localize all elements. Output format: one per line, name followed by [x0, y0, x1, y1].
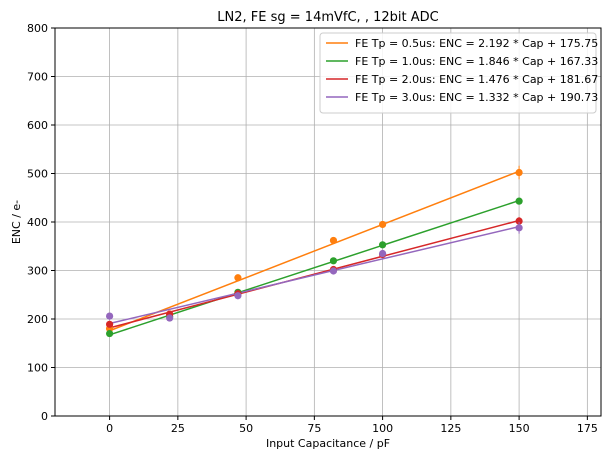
- y-tick-label-7: 700: [27, 71, 48, 84]
- data-point-series-2-point-0: [106, 320, 114, 328]
- x-tick-label-3: 75: [307, 422, 321, 435]
- y-tick-label-6: 600: [27, 119, 48, 132]
- data-point-series-1-point-3: [329, 257, 338, 265]
- legend-label-series-1: FE Tp = 1.0us: ENC = 1.846 * Cap + 167.3…: [355, 55, 598, 68]
- x-tick-label-1: 25: [171, 422, 185, 435]
- data-point-series-0-point-4: [379, 220, 387, 229]
- x-tick-label-6: 150: [509, 422, 530, 435]
- y-tick-label-1: 100: [27, 362, 48, 375]
- x-tick-label-4: 100: [372, 422, 393, 435]
- fit-line-series-2: [109, 219, 520, 329]
- y-tick-label-3: 300: [27, 265, 48, 278]
- y-axis-label: ENC / e-: [10, 200, 23, 244]
- legend: FE Tp = 0.5us: ENC = 2.192 * Cap + 175.7…: [319, 32, 598, 114]
- y-tick-label-8: 800: [27, 22, 48, 35]
- legend-label-series-0: FE Tp = 0.5us: ENC = 2.192 * Cap + 175.7…: [355, 37, 598, 50]
- fit-line-series-3: [109, 225, 520, 325]
- data-point-series-3-point-5: [515, 224, 523, 232]
- data-point-series-1-point-5: [515, 197, 523, 205]
- x-tick-label-5: 125: [440, 422, 461, 435]
- data-point-series-3-point-2: [234, 292, 242, 300]
- y-tick-label-0: 0: [41, 410, 48, 423]
- fit-line-series-0: [109, 170, 520, 332]
- axis-ticks: 0 25 50 75 100 125 150 175 0 100 200 300 400 500 600 70…: [27, 22, 598, 435]
- data-point-series-3-point-3: [329, 267, 338, 275]
- data-points: [106, 165, 523, 338]
- legend-box: [319, 32, 597, 114]
- data-point-series-3-point-0: [106, 312, 114, 320]
- chart-title: LN2, FE sg = 14mVfC, , 12bit ADC: [217, 10, 438, 25]
- data-point-series-2-point-5: [515, 217, 523, 225]
- legend-label-series-3: FE Tp = 3.0us: ENC = 1.332 * Cap + 190.7…: [355, 91, 598, 104]
- x-tick-label-7: 175: [577, 422, 598, 435]
- y-tick-label-2: 200: [27, 313, 48, 326]
- data-point-series-3-point-1: [166, 314, 174, 322]
- fit-line-series-1: [109, 199, 520, 336]
- x-axis-label: Input Capacitance / pF: [266, 437, 390, 450]
- data-point-series-0-point-5: [515, 168, 523, 177]
- x-tick-label-0: 0: [106, 422, 113, 435]
- y-tick-label-5: 500: [27, 168, 48, 181]
- x-tick-label-2: 50: [239, 422, 253, 435]
- data-point-series-1-point-0: [106, 329, 114, 338]
- y-tick-label-4: 400: [27, 216, 48, 229]
- data-point-series-0-point-3: [329, 236, 338, 245]
- data-point-series-1-point-4: [379, 241, 387, 249]
- legend-label-series-2: FE Tp = 2.0us: ENC = 1.476 * Cap + 181.6…: [355, 73, 598, 86]
- data-point-series-3-point-4: [379, 249, 387, 258]
- data-point-series-0-point-2: [234, 274, 242, 282]
- fit-lines: [109, 170, 520, 336]
